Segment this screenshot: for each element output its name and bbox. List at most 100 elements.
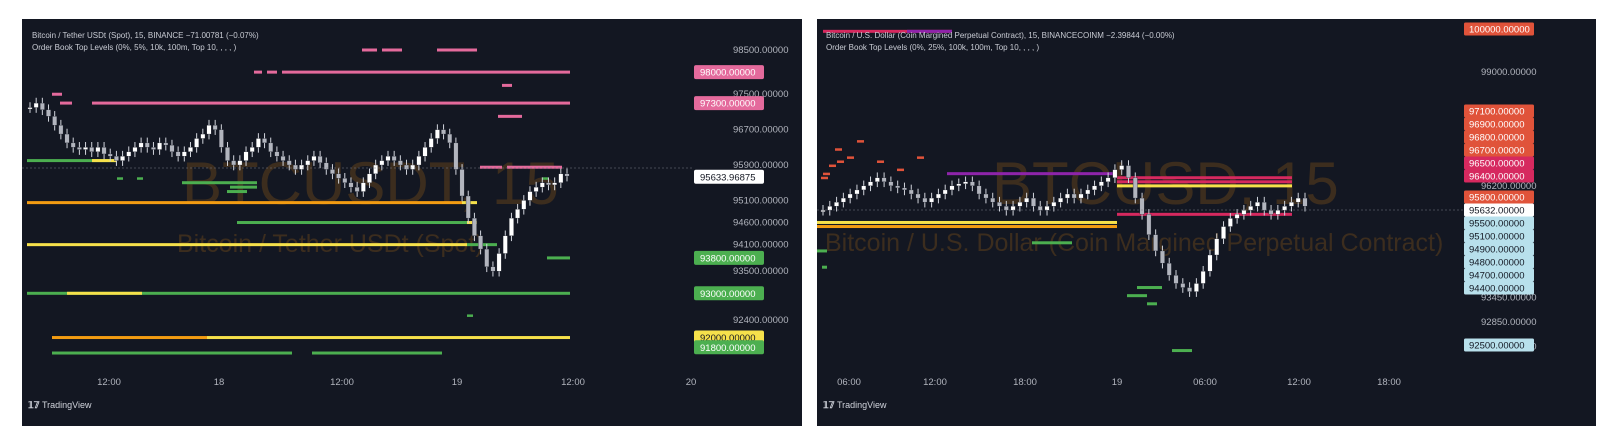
- price-badge-label: 95800.00000: [1469, 193, 1524, 204]
- time-axis-label: 18: [214, 377, 225, 388]
- candle-body: [336, 173, 341, 179]
- candle-body: [422, 147, 428, 157]
- candle-body: [478, 235, 483, 250]
- candle-body: [970, 181, 975, 187]
- tradingview-logo[interactable]: 𝟙𝟟 TradingView: [28, 400, 92, 410]
- candle-body: [360, 182, 366, 192]
- price-badge: [694, 250, 764, 265]
- price-badge-label: 92000.00000: [700, 333, 755, 344]
- candle-body: [52, 116, 58, 126]
- orderbook-level-bar: [27, 159, 117, 163]
- candle-body: [1214, 238, 1220, 256]
- symbol-header[interactable]: Bitcoin / Tether USDt (Spot), 15, BINANC…: [32, 31, 259, 40]
- candle-body: [1105, 177, 1111, 182]
- candle-body: [410, 164, 416, 170]
- btcusdt-chart-svg[interactable]: BTCUSDT, 15 Bitcoin / Tether USDt (Spot)…: [22, 19, 802, 426]
- price-badge-label: 97300.00000: [700, 99, 755, 110]
- candle-body: [39, 102, 45, 110]
- btcusd-chart-svg[interactable]: BTCUSD, 15 Bitcoin / U.S. Dollar (Coin M…: [817, 19, 1596, 426]
- orderbook-level-bar: [137, 177, 143, 180]
- time-axis-label: 19: [1112, 377, 1123, 388]
- price-axis[interactable]: 98500.00000 97500.00000 96700.00000 95900.0…: [694, 45, 788, 355]
- candle-body: [157, 142, 162, 150]
- candle-body: [416, 156, 422, 166]
- candle-body: [1112, 169, 1118, 178]
- price-badge-label: 96500.00000: [1469, 159, 1524, 170]
- candle-body: [564, 173, 570, 177]
- candle-body: [533, 186, 539, 192]
- candle-body: [1139, 197, 1145, 215]
- price-axis-label: 99000.00000: [1481, 67, 1536, 78]
- orderbook-level-bar: [1172, 349, 1192, 353]
- candle-body: [286, 160, 292, 166]
- indicator-header[interactable]: Order Book Top Levels (0%, 25%, 100k, 10…: [826, 43, 1039, 52]
- candle-body: [397, 160, 403, 166]
- candle-body: [1302, 197, 1308, 207]
- price-axis-label: 95900.00000: [733, 160, 788, 171]
- price-axis-label: 94100.00000: [733, 240, 788, 251]
- candle-body: [70, 142, 76, 148]
- candle-body: [1119, 165, 1125, 170]
- candle-body: [1255, 201, 1260, 207]
- tradingview-logo-text: TradingView: [837, 400, 887, 410]
- orderbook-level-bar: [821, 176, 828, 180]
- candle-body: [151, 147, 156, 150]
- orderbook-level-bar: [822, 265, 827, 269]
- orderbook-level-bar: [1127, 294, 1147, 298]
- candle-body: [509, 217, 514, 236]
- orderbook-level-bar: [52, 336, 207, 340]
- candle-body: [169, 144, 175, 152]
- candle-body: [983, 193, 989, 199]
- orderbook-level-bar: [817, 225, 1117, 229]
- symbol-header[interactable]: Bitcoin / U.S. Dollar (Coin Margined Per…: [826, 31, 1175, 40]
- btcusdt-chart-panel[interactable]: BTCUSDT, 15 Bitcoin / Tether USDt (Spot)…: [22, 19, 802, 426]
- candle-body: [58, 125, 64, 135]
- candle-body: [472, 217, 477, 236]
- orderbook-level-bar: [829, 164, 836, 168]
- candle-body: [465, 195, 471, 219]
- candle-body: [1295, 197, 1301, 203]
- candles: [820, 160, 1308, 297]
- orderbook-level-bar: [227, 190, 247, 194]
- candle-body: [181, 151, 187, 157]
- orderbook-level-bar: [52, 351, 292, 355]
- price-badge-label: 96400.00000: [1469, 172, 1524, 183]
- candle-body: [101, 147, 107, 155]
- orderbook-level-bar: [92, 101, 570, 105]
- candle-body: [990, 197, 996, 203]
- candle-body: [1003, 206, 1009, 211]
- candle-body: [453, 142, 459, 170]
- candle-body: [1044, 206, 1050, 211]
- candle-body: [163, 142, 169, 146]
- candle-body: [1207, 254, 1213, 272]
- price-axis[interactable]: 99000.00000 96200.00000 93450.00000 92850.0…: [1464, 22, 1536, 353]
- candle-body: [1146, 214, 1152, 235]
- orderbook-level-bar: [27, 291, 570, 295]
- price-badge: [1464, 281, 1534, 295]
- orderbook-level-bar: [230, 185, 257, 189]
- tradingview-logo[interactable]: 𝟙𝟟 TradingView: [823, 400, 887, 410]
- watermark-symbol: BTCUSD, 15: [992, 150, 1339, 217]
- candle-body: [1275, 210, 1281, 215]
- candle-body: [929, 197, 934, 203]
- candle-body: [527, 191, 533, 201]
- time-axis[interactable]: 12:00 18 12:00 19 12:00 20: [97, 377, 696, 388]
- candle-body: [515, 209, 520, 219]
- candle-body: [1227, 218, 1233, 227]
- candle-body: [435, 129, 440, 139]
- watermark-group: BTCUSD, 15 Bitcoin / U.S. Dollar (Coin M…: [825, 150, 1443, 257]
- price-axis-label: 96200.00000: [1481, 181, 1536, 192]
- time-axis[interactable]: 06:00 12:00 18:00 19 06:00 12:00 18:00: [837, 377, 1401, 388]
- candle-body: [237, 160, 243, 166]
- price-badge: [1464, 338, 1534, 352]
- indicator-header[interactable]: Order Book Top Levels (0%, 5%, 10k, 100m…: [32, 43, 237, 52]
- time-axis-label: 20: [686, 377, 697, 388]
- price-axis-label: 93450.00000: [1481, 293, 1536, 304]
- candle-body: [441, 129, 446, 135]
- price-axis-label: 96700.00000: [733, 125, 788, 136]
- price-axis-label: 92400.00000: [733, 315, 788, 326]
- candle-body: [834, 201, 839, 207]
- candle-body: [1037, 206, 1043, 211]
- orderbook-level-bar: [847, 156, 854, 159]
- btcusd-chart-panel[interactable]: BTCUSD, 15 Bitcoin / U.S. Dollar (Coin M…: [817, 19, 1596, 426]
